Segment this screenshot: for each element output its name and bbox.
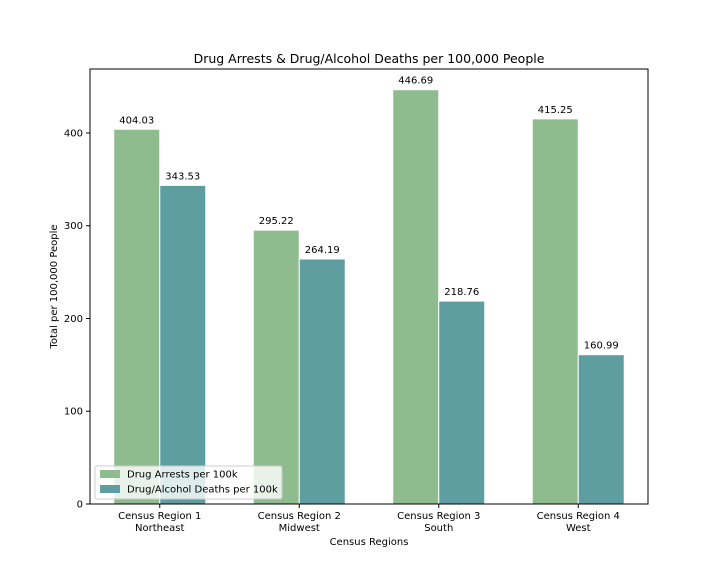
x-tick-label: Census Region 1	[118, 511, 201, 522]
bar-value-label: 295.22	[259, 216, 294, 227]
legend-box	[94, 465, 283, 500]
bar-deaths	[298, 258, 346, 505]
y-tick-label: 300	[64, 221, 83, 232]
bar-value-label: 446.69	[398, 76, 433, 87]
legend-swatch-deaths	[100, 485, 120, 493]
bar-value-label: 343.53	[165, 171, 200, 182]
x-tick-label: Census Region 4	[537, 511, 620, 522]
y-tick-label: 100	[64, 407, 83, 418]
bar-value-labels: 404.03 343.53 295.22 264.19 446.69 218.76 415.…	[119, 76, 619, 352]
y-axis-ticks: 0 100 200 300 400	[64, 128, 90, 511]
legend-label-arrests: Drug Arrests per 100k	[127, 470, 238, 481]
bar-arrests	[113, 128, 161, 505]
legend-label-deaths: Drug/Alcohol Deaths per 100k	[127, 485, 278, 496]
bar-deaths	[159, 184, 207, 505]
bar-arrests	[252, 229, 300, 505]
plot-frame	[89, 68, 649, 505]
x-tick-label: Census Region 2	[258, 511, 341, 522]
chart-title: Drug Arrests & Drug/Alcohol Deaths per 1…	[194, 51, 545, 66]
legend: Drug Arrests per 100k Drug/Alcohol Death…	[94, 465, 283, 500]
y-tick-label: 0	[77, 500, 83, 511]
bar-value-label: 218.76	[444, 287, 479, 298]
y-tick-label: 200	[64, 314, 83, 325]
bars	[113, 89, 625, 505]
y-tick-label: 400	[64, 128, 83, 139]
bar-value-label: 264.19	[305, 245, 340, 256]
bar-arrests	[531, 118, 579, 505]
bar-deaths	[438, 300, 486, 505]
bar-value-label: 404.03	[119, 115, 154, 126]
x-tick-label: Northeast	[135, 523, 184, 534]
bar-value-label: 160.99	[584, 341, 619, 352]
bar-value-label: 415.25	[538, 105, 573, 116]
legend-swatch-arrests	[100, 470, 120, 478]
y-axis-label: Total per 100,000 People	[49, 224, 60, 349]
x-tick-label: Midwest	[279, 523, 320, 534]
bar-arrests	[392, 89, 440, 505]
x-axis-label: Census Regions	[330, 537, 409, 548]
x-tick-label: South	[424, 523, 453, 534]
x-tick-label: Census Region 3	[397, 511, 480, 522]
x-tick-label: West	[566, 523, 591, 534]
bar-deaths	[577, 354, 625, 505]
